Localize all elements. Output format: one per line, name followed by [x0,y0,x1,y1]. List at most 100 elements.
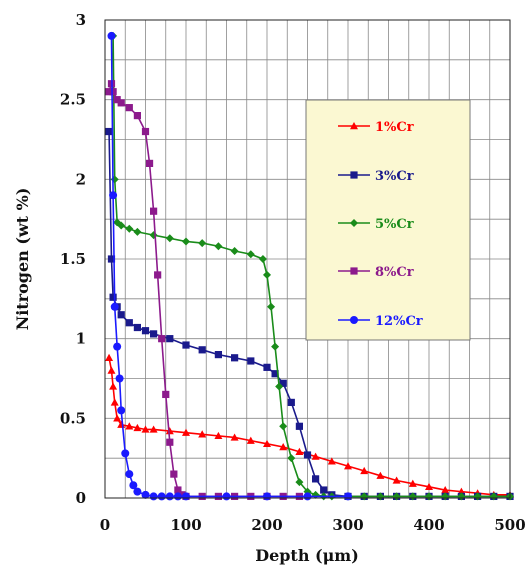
data-point [247,357,255,365]
legend-label: 12%Cr [375,314,423,329]
data-point [263,363,271,371]
data-point [109,191,118,200]
data-point [376,471,385,479]
x-tick-label: 0 [100,516,110,534]
legend-entries: 1%Cr 3%Cr 5%Cr 8%Cr 12%Cr [338,120,423,329]
data-point [214,431,223,440]
data-point [295,447,304,455]
data-point [287,398,295,406]
data-point [141,327,150,335]
data-point [133,112,141,120]
data-point [327,457,336,465]
data-point [182,237,190,246]
data-point [154,271,162,279]
y-tick-label: 3 [76,11,86,29]
y-tick-label: 2.5 [60,91,86,109]
x-axis-label: Depth (μm) [255,546,359,565]
data-point [230,247,239,256]
data-point [133,423,142,432]
y-tick-label: 0 [76,489,86,507]
data-point [182,428,190,436]
data-point [125,319,133,327]
data-point [311,452,320,460]
data-point [117,406,126,415]
data-point [125,470,134,479]
data-point [107,255,116,263]
y-tick-label: 1 [76,330,86,348]
data-point [145,159,154,167]
data-point [157,492,166,501]
data-point [113,342,122,351]
data-point [149,425,158,433]
data-point [105,88,113,96]
data-point [113,414,122,422]
data-point [408,479,417,487]
data-point [141,490,150,499]
data-point [214,351,222,359]
data-point [125,422,134,430]
data-point [109,293,117,301]
data-point [182,341,190,349]
data-point [279,379,287,387]
data-point [107,31,116,40]
x-tick-labels: 0 100 200 300 400 500 [100,516,526,534]
data-point [117,311,125,319]
data-point [121,449,130,458]
data-point [392,476,401,484]
data-point [287,454,296,463]
data-point [312,475,320,483]
data-point [165,234,174,243]
data-point [107,366,116,374]
legend-marker [350,171,358,179]
legend-marker [350,219,358,227]
legend: 1%Cr 3%Cr 5%Cr 8%Cr 12%Cr [305,99,471,341]
data-point [166,438,174,446]
data-point [174,486,182,494]
y-axis-label: Nitrogen (wt %) [13,188,32,331]
data-point [344,462,352,470]
data-point [303,492,312,501]
data-point [178,491,186,499]
series-line [110,35,348,498]
y-tick-labels: 0 0.5 1 1.5 2 2.5 3 [60,11,86,507]
data-point [279,443,288,451]
data-point [222,492,231,501]
data-point [110,398,119,406]
data-point [182,492,190,501]
data-point [110,302,119,311]
data-point [115,374,124,383]
data-point [231,354,239,362]
data-point [441,486,450,494]
data-point [133,487,142,496]
data-point [271,342,280,351]
data-point [173,492,182,501]
data-point [165,492,174,501]
data-point [198,239,207,248]
legend-marker [350,122,358,130]
y-tick-label: 0.5 [60,409,86,427]
legend-label: 3%Cr [375,169,414,184]
x-tick-label: 400 [413,516,444,534]
x-tick-label: 100 [170,516,201,534]
data-point [125,224,134,233]
data-point [198,430,207,438]
data-point [150,207,158,215]
data-point [150,330,158,338]
data-point [165,427,174,435]
data-point [113,96,121,104]
data-point [162,390,170,399]
data-point [230,433,239,441]
data-point [198,346,206,354]
data-point [425,482,433,491]
data-point [141,425,150,433]
x-tick-label: 200 [251,516,282,534]
legend-label: 8%Cr [375,265,414,280]
data-point [125,104,133,112]
data-point [263,492,271,501]
y-tick-label: 1.5 [60,250,86,268]
legend-label: 5%Cr [375,217,414,232]
data-point [303,451,312,459]
data-point [267,302,276,311]
